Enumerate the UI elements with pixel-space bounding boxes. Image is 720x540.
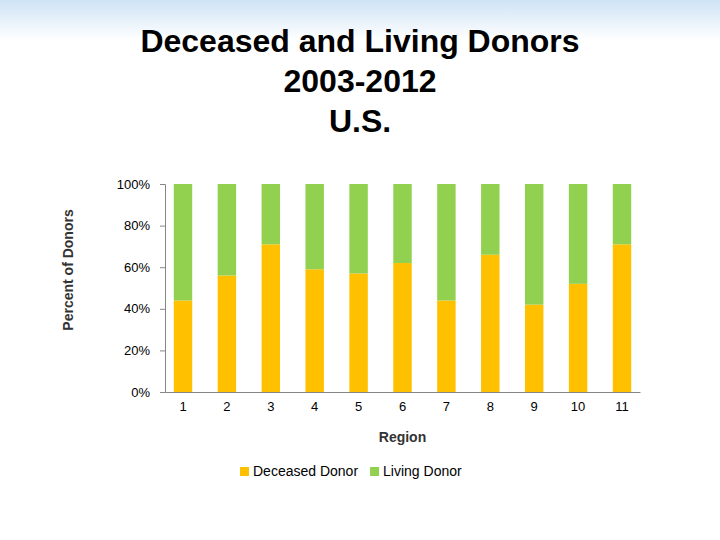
title-line: 2003-2012 xyxy=(283,63,436,99)
y-tick: 80% xyxy=(124,218,165,233)
x-tick: 4 xyxy=(311,392,318,414)
series-bars xyxy=(174,244,631,392)
chart: Deceased and Living Donors 2003-2012 U.S. 0… xyxy=(0,0,720,540)
x-tick-label: 3 xyxy=(267,399,274,414)
bars xyxy=(174,184,631,392)
y-tick-label: 80% xyxy=(124,218,150,233)
y-tick: 20% xyxy=(124,343,165,358)
bar-segment xyxy=(262,184,280,244)
x-tick: 7 xyxy=(443,392,450,414)
bar-segment xyxy=(525,305,543,392)
x-tick-label: 10 xyxy=(571,399,585,414)
title-line: U.S. xyxy=(329,103,391,139)
title: Deceased and Living Donors 2003-2012 U.S. xyxy=(140,23,579,139)
title-line: Deceased and Living Donors xyxy=(140,23,579,59)
x-tick-label: 4 xyxy=(311,399,318,414)
bar-segment xyxy=(305,184,323,269)
bar-segment xyxy=(305,269,323,392)
y-tick-label: 60% xyxy=(124,260,150,275)
bar-segment xyxy=(349,184,367,273)
y-tick-mark xyxy=(160,267,165,268)
x-tick: 6 xyxy=(399,392,406,414)
legend: Deceased Donor Living Donor xyxy=(240,463,462,479)
y-tick: 0% xyxy=(131,385,165,400)
y-tick-mark xyxy=(160,226,165,227)
bar-segment xyxy=(437,300,455,392)
bar-segment xyxy=(613,244,631,392)
plot: 0% 20% 40% 60% 80% 100% 1 2 3 4 5 6 7 8 9 10 11 xyxy=(117,177,641,415)
y-tick: 60% xyxy=(124,260,165,275)
legend-swatch xyxy=(370,467,379,476)
x-tick-label: 1 xyxy=(179,399,186,414)
bar-segment xyxy=(174,300,192,392)
y-axis-line xyxy=(160,185,166,393)
legend-item: Living Donor xyxy=(370,463,462,479)
y-tick: 100% xyxy=(117,177,165,192)
bar-segment xyxy=(569,284,587,392)
y-tick-label: 100% xyxy=(117,177,151,192)
bar-segment xyxy=(262,244,280,392)
x-tick-label: 8 xyxy=(487,399,494,414)
series-bars xyxy=(174,184,631,305)
x-tick: 5 xyxy=(355,392,362,414)
x-tick: 3 xyxy=(267,392,274,414)
y-tick-label: 40% xyxy=(124,301,150,316)
y-axis-title: Percent of Donors xyxy=(60,209,76,331)
bar-segment xyxy=(174,184,192,300)
y-tick-label: 20% xyxy=(124,343,150,358)
x-tick-label: 9 xyxy=(531,399,538,414)
x-tick: 2 xyxy=(223,392,230,414)
y-tick-mark xyxy=(160,392,165,393)
bar-segment xyxy=(349,273,367,392)
y-axis: 0% 20% 40% 60% 80% 100% xyxy=(117,177,166,400)
x-tick: 9 xyxy=(531,392,538,414)
bar-segment xyxy=(525,184,543,305)
legend-label: Deceased Donor xyxy=(253,463,358,479)
x-axis-line xyxy=(166,392,641,393)
bar-segment xyxy=(569,184,587,284)
bar-segment xyxy=(481,255,499,392)
bar-segment xyxy=(393,263,411,392)
x-axis-title: Region xyxy=(379,429,426,445)
x-tick-label: 2 xyxy=(223,399,230,414)
x-tick: 1 xyxy=(179,392,186,414)
legend-label: Living Donor xyxy=(383,463,462,479)
y-tick-mark xyxy=(160,184,165,185)
bar-segment xyxy=(437,184,455,300)
x-tick: 10 xyxy=(571,392,585,414)
bar-segment xyxy=(393,184,411,263)
x-tick-label: 11 xyxy=(615,399,629,414)
x-tick-label: 7 xyxy=(443,399,450,414)
bar-segment xyxy=(613,184,631,244)
x-axis: 1 2 3 4 5 6 7 8 9 10 11 xyxy=(166,392,641,414)
legend-swatch xyxy=(240,467,249,476)
legend-item: Deceased Donor xyxy=(240,463,358,479)
y-tick-mark xyxy=(160,350,165,351)
x-tick: 8 xyxy=(487,392,494,414)
bar-segment xyxy=(218,276,236,392)
y-tick-mark xyxy=(160,309,165,310)
bar-segment xyxy=(218,184,236,276)
y-tick-label: 0% xyxy=(131,385,150,400)
x-tick: 11 xyxy=(615,392,629,414)
bar-segment xyxy=(481,184,499,255)
x-tick-label: 6 xyxy=(399,399,406,414)
y-tick: 40% xyxy=(124,301,165,316)
x-tick-label: 5 xyxy=(355,399,362,414)
